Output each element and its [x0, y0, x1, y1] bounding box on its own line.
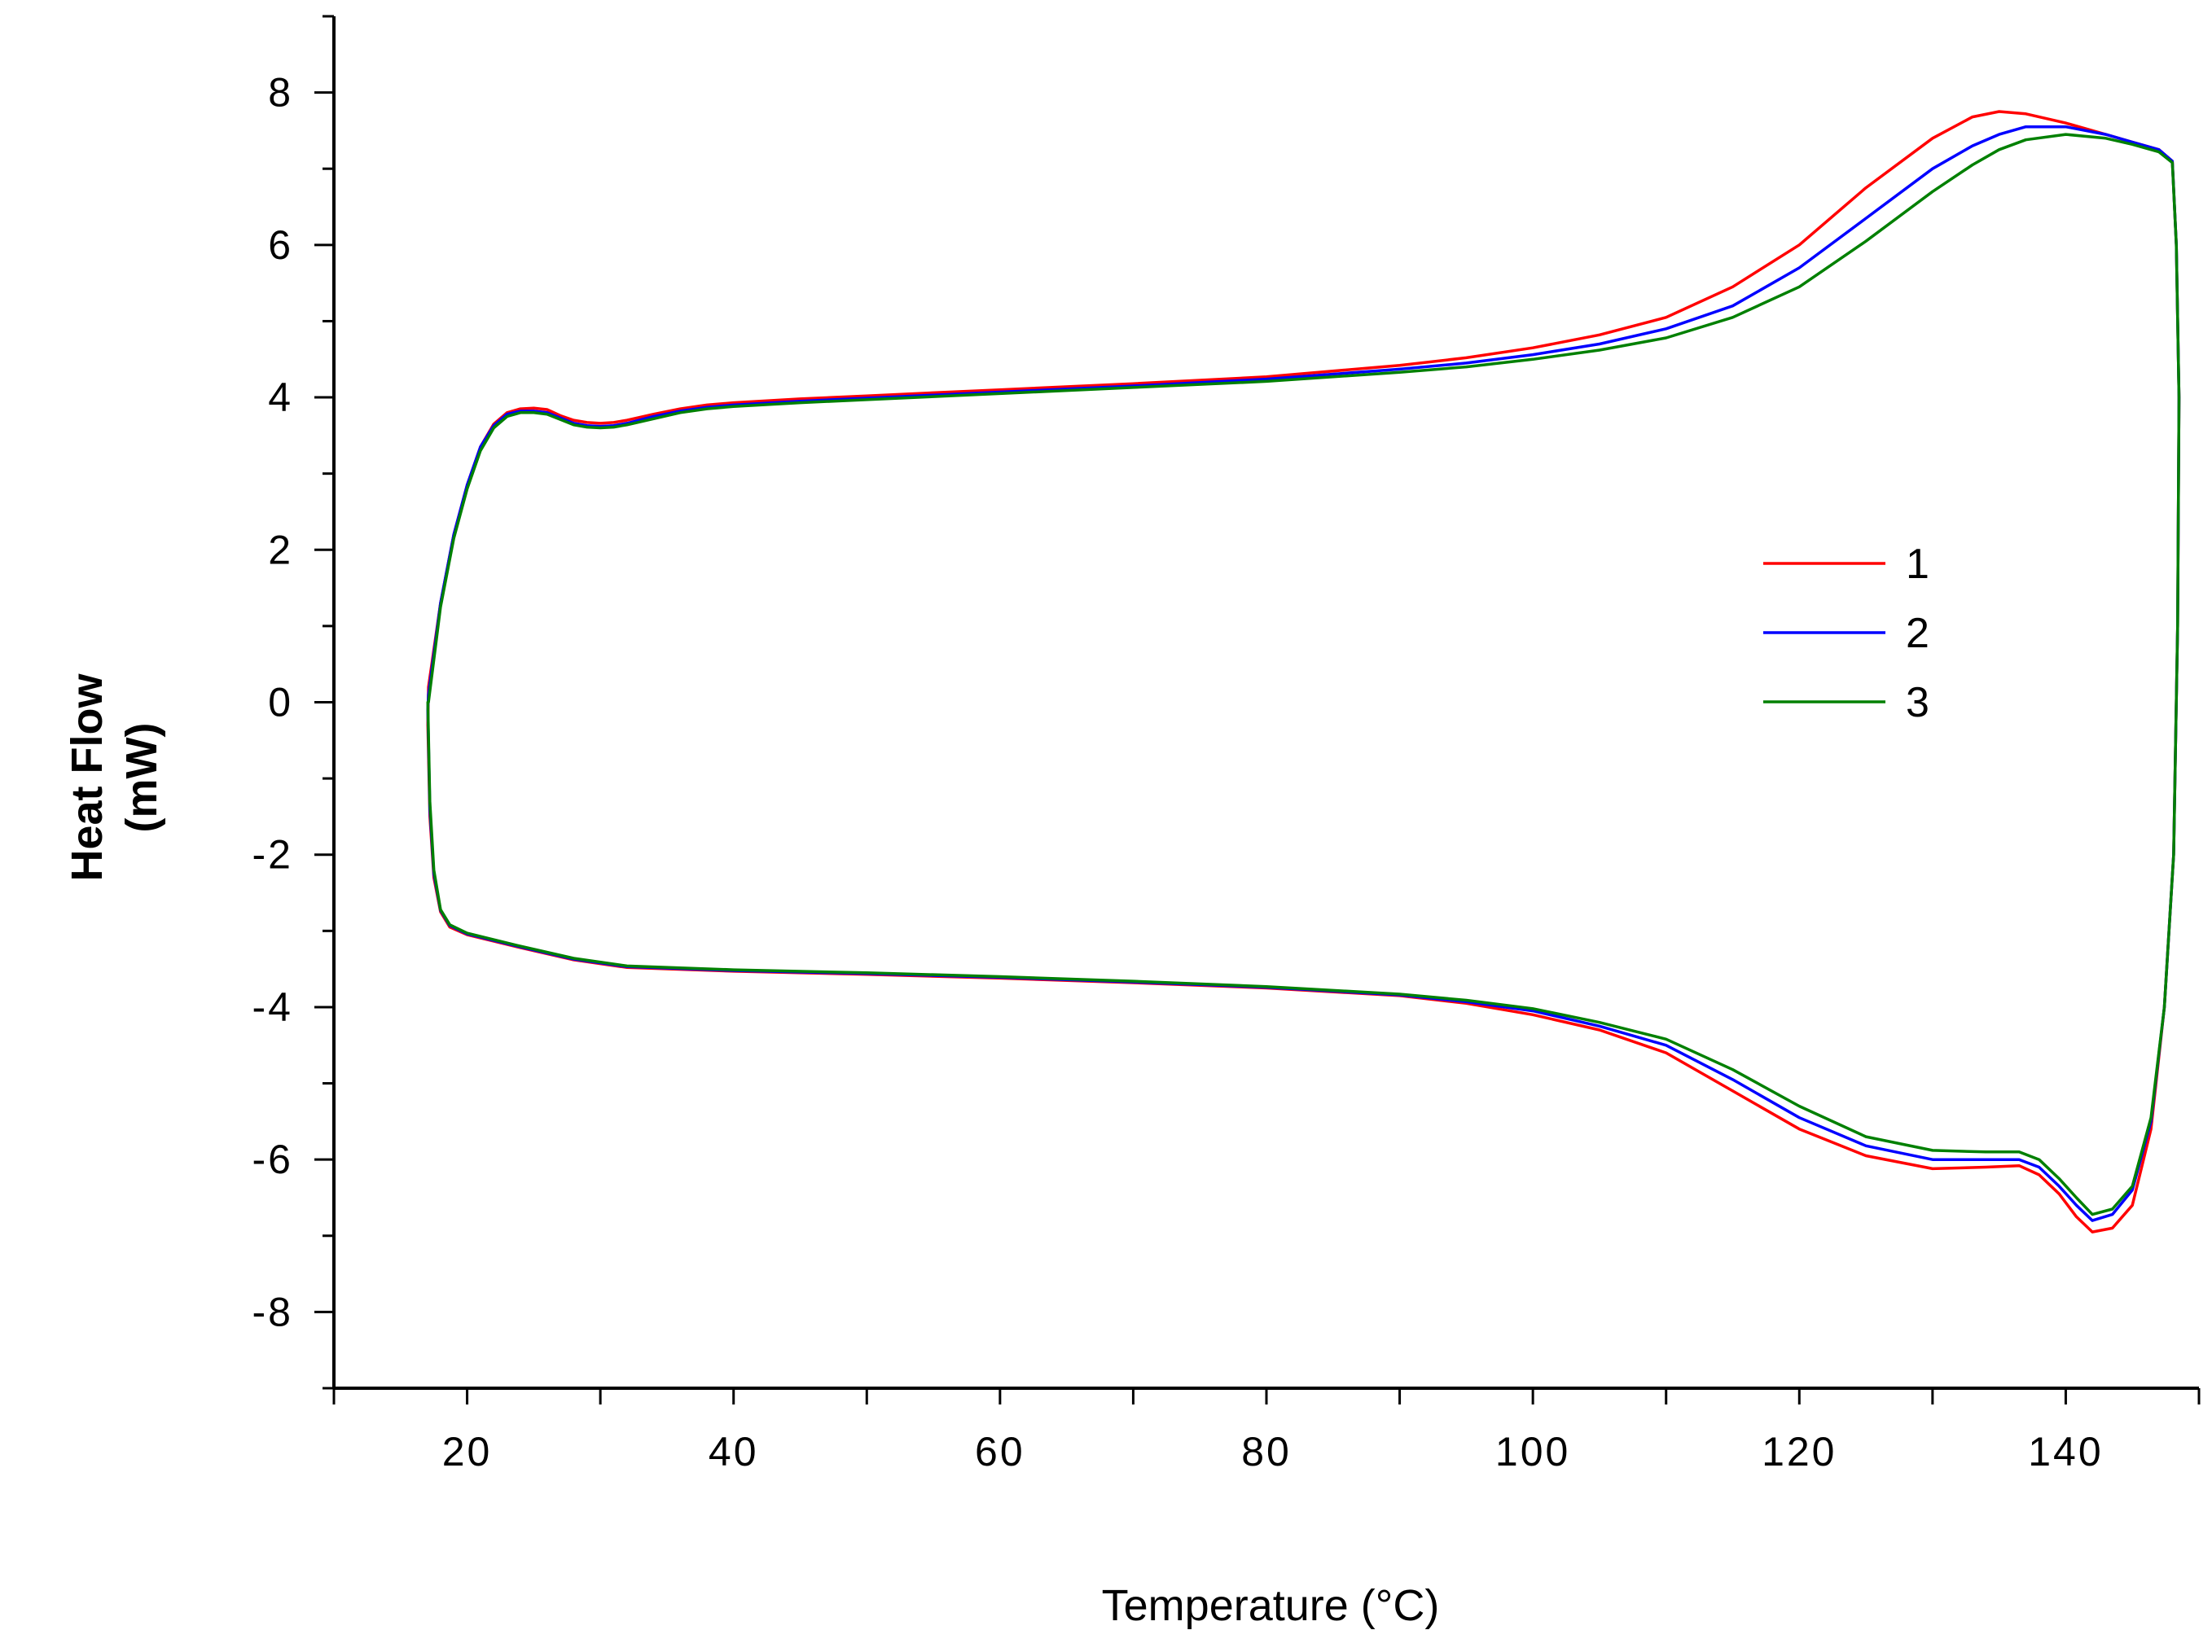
x-tick-label: 40	[709, 1429, 759, 1475]
series-line-3	[426, 133, 2181, 1216]
series-line-2	[426, 125, 2181, 1222]
series-layer	[426, 110, 2181, 1234]
x-tick-label: 60	[975, 1429, 1025, 1475]
y-axis-title-line2: (mW)	[117, 723, 166, 833]
y-tick-label: 2	[268, 527, 293, 572]
y-axis-title: Heat Flow (mW)	[63, 673, 166, 881]
y-tick-label: -8	[252, 1289, 293, 1334]
legend-label-2: 2	[1906, 610, 1929, 657]
y-tick-label: 8	[268, 70, 293, 116]
y-tick-label: -6	[252, 1137, 293, 1182]
x-tick-label: 120	[1762, 1429, 1837, 1475]
y-tick-label: -4	[252, 984, 293, 1030]
y-tick-label: 0	[268, 680, 293, 725]
y-axis-title-line1: Heat Flow	[63, 673, 112, 881]
y-tick-label: -2	[252, 832, 293, 878]
y-tick-label: 4	[268, 375, 293, 420]
legend: 1 2 3	[1763, 541, 1929, 726]
legend-label-3: 3	[1906, 679, 1929, 726]
legend-label-1: 1	[1906, 541, 1929, 588]
y-tick-label: 6	[268, 222, 293, 268]
x-tick-label: 140	[2028, 1429, 2103, 1475]
x-tick-label: 100	[1495, 1429, 1570, 1475]
x-tick-label: 80	[1241, 1429, 1292, 1475]
x-axis-title: Temperature (°C)	[1102, 1581, 1440, 1630]
x-tick-label: 20	[442, 1429, 493, 1475]
series-line-1	[426, 110, 2181, 1234]
axes: 20 40 60 80 100 120 140 -8 -6 -4 -2 0 2 4 6 8	[252, 15, 2201, 1475]
